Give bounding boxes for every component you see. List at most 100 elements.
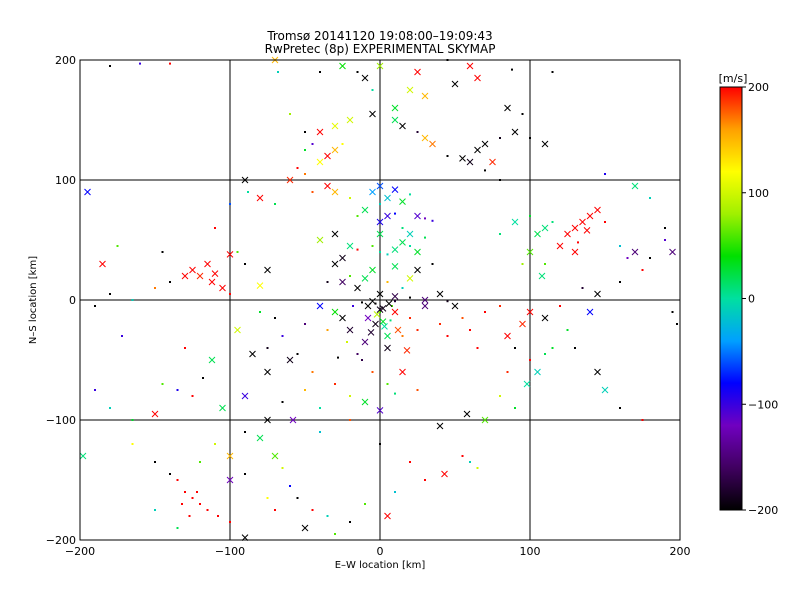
data-point-x — [526, 308, 534, 316]
data-point-dot — [521, 113, 524, 115]
data-point-x — [669, 248, 676, 256]
data-point-x — [361, 398, 369, 406]
data-point-x — [316, 128, 324, 136]
data-point-dot — [199, 503, 201, 505]
data-point-dot — [266, 347, 269, 349]
data-point-x — [526, 248, 534, 256]
data-point-x — [594, 290, 601, 298]
data-point-dot — [401, 287, 404, 289]
data-point-dot — [424, 217, 426, 220]
data-point-dot — [364, 503, 366, 505]
data-point-x — [189, 266, 196, 274]
data-point-x — [339, 254, 346, 262]
data-point-x — [534, 368, 541, 376]
data-point-dot — [202, 377, 204, 379]
data-point-x — [384, 344, 391, 352]
data-point-dot — [356, 353, 359, 355]
data-point-dot — [416, 131, 419, 133]
data-point-dot — [484, 169, 486, 172]
data-point-x — [361, 74, 369, 82]
data-point-dot — [401, 227, 404, 229]
data-point-dot — [409, 317, 411, 319]
data-point-dot — [296, 353, 299, 355]
data-point-x — [391, 263, 399, 270]
y-tick-labels: −200 −100 0 100 200 — [46, 54, 76, 547]
data-point-dot — [544, 263, 546, 265]
data-point-dot — [356, 215, 359, 217]
data-point-x — [594, 206, 601, 214]
data-point-x — [564, 230, 571, 238]
data-point-x — [369, 188, 376, 196]
data-point-dot — [109, 65, 111, 67]
data-point-x — [586, 308, 594, 316]
data-point-dot — [604, 173, 606, 175]
data-point-dot — [649, 197, 651, 199]
data-point-dot — [394, 491, 396, 493]
data-point-dot — [544, 353, 546, 355]
data-point-dot — [139, 62, 141, 65]
data-point-dot — [499, 179, 501, 181]
data-points — [79, 56, 678, 541]
data-point-dot — [446, 335, 449, 337]
data-point-x — [339, 278, 346, 286]
data-point-dot — [281, 467, 284, 469]
data-point-x — [399, 368, 406, 376]
data-point-dot — [109, 407, 111, 409]
data-point-x — [481, 140, 489, 148]
data-point-dot — [499, 233, 501, 235]
data-point-x — [204, 260, 211, 268]
data-point-dot — [619, 281, 621, 283]
data-point-dot — [559, 305, 561, 307]
data-point-dot — [121, 335, 123, 337]
data-point-x — [346, 242, 354, 250]
data-point-x — [271, 452, 279, 460]
data-point-x — [376, 218, 384, 226]
data-point-dot — [446, 155, 449, 157]
data-point-dot — [154, 287, 156, 289]
data-point-dot — [176, 527, 179, 529]
data-point-x — [384, 212, 391, 220]
data-point-x — [84, 188, 91, 196]
data-point-dot — [281, 401, 284, 403]
data-point-x — [421, 134, 429, 142]
data-point-dot — [671, 311, 674, 313]
data-point-x — [331, 146, 339, 154]
colorbar — [719, 86, 743, 511]
data-point-dot — [176, 389, 179, 391]
data-point-x — [339, 62, 346, 70]
data-point-x — [399, 239, 406, 246]
data-point-x — [474, 146, 481, 154]
data-point-x — [256, 434, 264, 442]
data-point-x — [367, 329, 375, 336]
data-point-x — [376, 182, 384, 190]
data-point-x — [181, 272, 189, 280]
data-point-dot — [176, 479, 179, 481]
y-tick-label: 0 — [69, 294, 76, 307]
data-point-x — [324, 152, 331, 160]
data-point-dot — [514, 407, 516, 409]
data-point-x — [384, 194, 391, 202]
data-point-dot — [304, 323, 306, 325]
data-point-dot — [446, 300, 449, 303]
data-point-dot — [131, 443, 134, 445]
data-point-x — [361, 206, 369, 214]
data-point-x — [436, 422, 444, 430]
data-point-dot — [374, 302, 377, 305]
data-point-x — [511, 128, 519, 136]
data-point-x — [286, 176, 294, 184]
data-point-dot — [431, 219, 434, 222]
data-point-dot — [409, 193, 411, 196]
data-point-x — [331, 122, 339, 130]
data-point-dot — [277, 71, 279, 73]
data-point-dot — [356, 71, 359, 73]
data-point-dot — [641, 269, 644, 271]
data-point-x — [538, 272, 546, 280]
data-point-dot — [386, 383, 389, 385]
data-point-x — [369, 266, 376, 274]
data-point-x — [256, 194, 264, 202]
data-point-dot — [521, 263, 524, 265]
data-point-dot — [349, 521, 351, 523]
data-point-x — [376, 230, 384, 238]
data-point-x — [391, 116, 399, 124]
data-point-x — [394, 326, 402, 334]
